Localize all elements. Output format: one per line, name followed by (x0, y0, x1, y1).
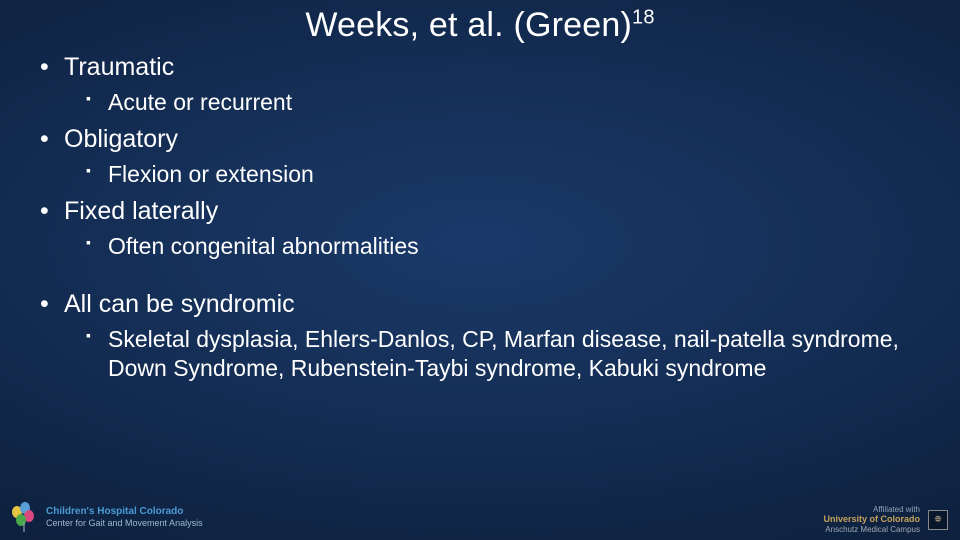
bullet-label: Traumatic (64, 53, 174, 81)
cu-logo-icon: ⯐ (928, 510, 948, 530)
affiliation-label: Affiliated with (823, 505, 920, 514)
footer-left: Children's Hospital Colorado Center for … (10, 500, 203, 534)
sub-item: Acute or recurrent (64, 88, 930, 117)
bullet-item: Traumatic Acute or recurrent (38, 53, 930, 117)
slide-title: Weeks, et al. (Green)18 (0, 0, 960, 45)
affiliation-text: Affiliated with University of Colorado A… (823, 505, 920, 534)
sub-item: Flexion or extension (64, 160, 930, 189)
sub-list: Skeletal dysplasia, Ehlers-Danlos, CP, M… (64, 325, 930, 383)
org-name: Children's Hospital Colorado (46, 506, 203, 518)
org-dept: Center for Gait and Movement Analysis (46, 518, 203, 528)
bullet-item: Obligatory Flexion or extension (38, 125, 930, 189)
content-body: Traumatic Acute or recurrent Obligatory … (0, 53, 960, 383)
sub-list: Often congenital abnormalities (64, 232, 930, 261)
bullet-list: Traumatic Acute or recurrent Obligatory … (38, 53, 930, 260)
org-text: Children's Hospital Colorado Center for … (46, 506, 203, 528)
sub-item: Skeletal dysplasia, Ehlers-Danlos, CP, M… (64, 325, 930, 383)
spacer (38, 260, 930, 282)
bullet-label: All can be syndromic (64, 290, 295, 318)
title-superscript: 18 (632, 7, 655, 29)
bullet-item: All can be syndromic Skeletal dysplasia,… (38, 290, 930, 383)
slide: Weeks, et al. (Green)18 Traumatic Acute … (0, 0, 960, 540)
sub-list: Acute or recurrent (64, 88, 930, 117)
bullet-item: Fixed laterally Often congenital abnorma… (38, 197, 930, 261)
affiliation-campus: Anschutz Medical Campus (823, 525, 920, 534)
sub-list: Flexion or extension (64, 160, 930, 189)
bullet-label: Fixed laterally (64, 197, 218, 225)
bullet-label: Obligatory (64, 125, 178, 153)
footer-right: Affiliated with University of Colorado A… (823, 505, 948, 534)
hospital-logo-icon (10, 500, 38, 534)
footer: Children's Hospital Colorado Center for … (0, 494, 960, 540)
bullet-list-2: All can be syndromic Skeletal dysplasia,… (38, 290, 930, 383)
sub-item: Often congenital abnormalities (64, 232, 930, 261)
title-text: Weeks, et al. (Green) (305, 6, 632, 44)
affiliation-name: University of Colorado (823, 514, 920, 524)
